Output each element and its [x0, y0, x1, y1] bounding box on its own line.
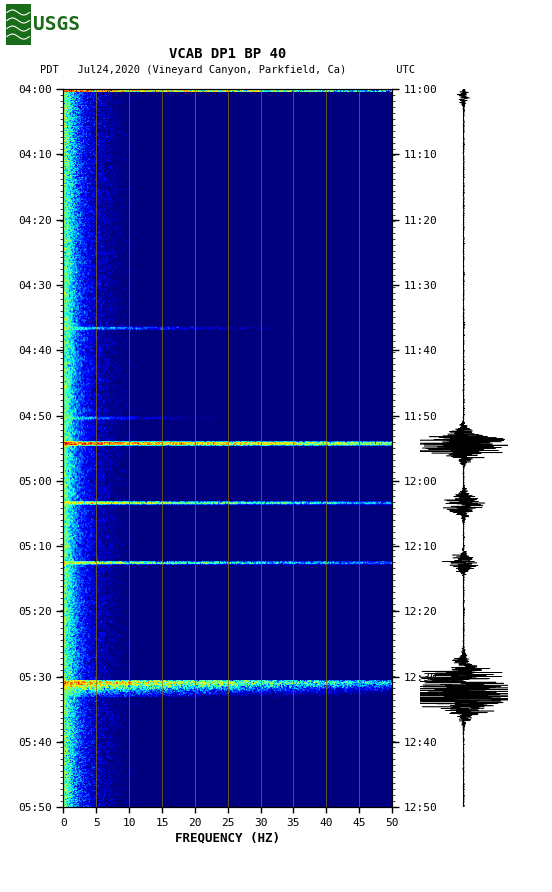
Text: VCAB DP1 BP 40: VCAB DP1 BP 40 — [169, 46, 286, 61]
Text: PDT   Jul24,2020 (Vineyard Canyon, Parkfield, Ca)        UTC: PDT Jul24,2020 (Vineyard Canyon, Parkfie… — [40, 65, 415, 76]
FancyBboxPatch shape — [6, 4, 31, 45]
Text: USGS: USGS — [33, 15, 81, 34]
X-axis label: FREQUENCY (HZ): FREQUENCY (HZ) — [175, 832, 280, 845]
